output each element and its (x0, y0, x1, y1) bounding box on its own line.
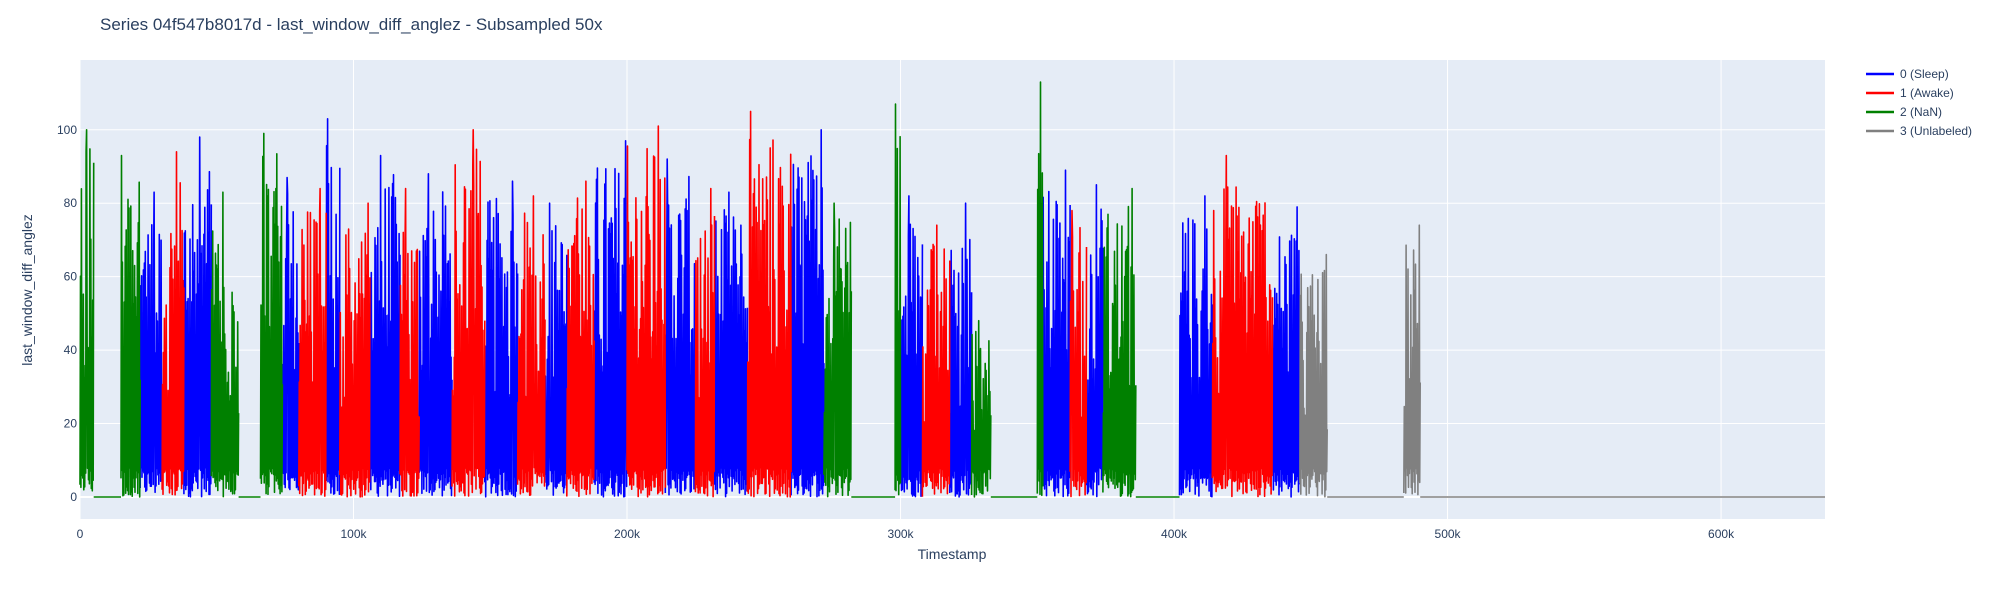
series-segment (1085, 184, 1104, 498)
series-segment (1271, 206, 1301, 498)
series-1-awake (161, 110, 1274, 498)
series-segment (790, 129, 825, 498)
series-segment (1069, 209, 1088, 498)
x-tick-label: 100k (340, 527, 367, 541)
series-segment (746, 110, 792, 498)
y-tick-labels: 0 20 40 60 80 100 (57, 123, 77, 504)
series-segment (1403, 224, 1421, 496)
y-tick-label: 80 (64, 196, 78, 210)
series-segment (544, 202, 568, 496)
series-segment (713, 191, 749, 498)
legend-item[interactable]: 0 (Sleep) (1866, 67, 1949, 81)
series-segment (694, 187, 716, 498)
x-axis-title: Timestamp (918, 546, 987, 562)
series-segment (399, 187, 420, 497)
series-segment (1102, 187, 1137, 498)
series-segment (418, 173, 453, 497)
y-tick-label: 20 (64, 417, 78, 431)
series-segment (970, 319, 992, 498)
series-segment (281, 176, 300, 491)
series-segment (899, 195, 924, 498)
series-segment (566, 180, 595, 498)
series-segment (120, 154, 141, 498)
y-tick-label: 40 (64, 343, 78, 357)
x-tick-label: 400k (1161, 527, 1188, 541)
x-tick-label: 0 (77, 527, 84, 541)
legend-label: 0 (Sleep) (1900, 67, 1949, 81)
series-segment (325, 118, 341, 495)
legend-label: 3 (Unlabeled) (1900, 124, 1972, 138)
x-tick-label: 300k (888, 527, 915, 541)
series-0-sleep (139, 118, 1301, 498)
series-segment (593, 140, 628, 498)
series-segment (259, 132, 284, 496)
series-segment (664, 158, 697, 496)
x-tick-label: 200k (614, 527, 641, 541)
y-axis-title: last_window_diff_anglez (19, 214, 35, 366)
legend-item[interactable]: 2 (NaN) (1866, 105, 1942, 119)
series-segment (161, 151, 185, 496)
series-segment (210, 191, 240, 498)
legend-label: 2 (NaN) (1900, 105, 1942, 119)
legend-item[interactable]: 3 (Unlabeled) (1866, 124, 1972, 138)
series-segment (921, 224, 951, 497)
series-segment (451, 129, 486, 497)
x-tick-labels: 0 100k 200k 300k 400k 500k 600k (77, 527, 1735, 541)
series-segment (183, 136, 213, 498)
series-segment (823, 202, 853, 498)
series-segment (1178, 195, 1214, 498)
series-segment (949, 202, 973, 498)
series-segment (894, 103, 902, 496)
series-segment (516, 195, 546, 496)
series-segment (1299, 253, 1328, 498)
y-tick-label: 0 (70, 490, 77, 504)
series-segment (1036, 81, 1044, 497)
series-segment (369, 154, 401, 497)
chart-title: Series 04f547b8017d - last_window_diff_a… (100, 15, 603, 34)
series-segment (484, 180, 519, 498)
series-2-nan (79, 81, 1180, 498)
series-segment (339, 202, 371, 498)
series-3-unlabeled (1299, 224, 1825, 498)
x-tick-label: 500k (1435, 527, 1462, 541)
legend[interactable]: 0 (Sleep) 1 (Awake) 2 (NaN) 3 (Unlabeled) (1866, 67, 1972, 138)
series-layer (79, 81, 1825, 498)
series-segment (139, 191, 163, 494)
y-tick-label: 100 (57, 123, 77, 137)
legend-item[interactable]: 1 (Awake) (1866, 86, 1954, 100)
series-segment (1042, 169, 1071, 498)
series-segment (1211, 154, 1274, 498)
y-tick-label: 60 (64, 270, 78, 284)
x-tick-label: 600k (1708, 527, 1735, 541)
series-segment (79, 129, 95, 492)
legend-label: 1 (Awake) (1900, 86, 1954, 100)
series-segment (298, 187, 327, 497)
series-segment (626, 125, 667, 498)
